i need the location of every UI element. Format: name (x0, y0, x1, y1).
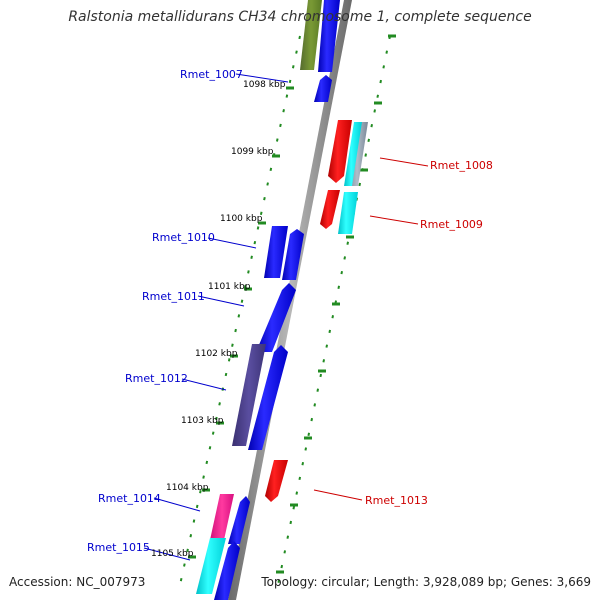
map-title: Ralstonia metallidurans CH34 chromosome … (68, 9, 532, 25)
accession-text: Accession: NC_007973 (9, 575, 146, 589)
gene-rmet-1009-red[interactable] (320, 190, 340, 229)
gene-rmet-1010-a[interactable] (264, 226, 288, 278)
gene-label-rmet-1013[interactable]: Rmet_1013 (365, 494, 428, 507)
gene-rmet-1013-red[interactable] (265, 460, 288, 502)
gene-rmet-1012-purple[interactable] (232, 344, 266, 446)
outer-ruler-right (277, 35, 391, 586)
gene-rmet-1014-pink[interactable] (210, 494, 234, 540)
kbp-ticks-left (188, 86, 294, 559)
kbp-label-1105: 1105 kbp (151, 549, 194, 559)
topology-text: Topology: circular; Length: 3,928,089 bp… (261, 575, 591, 589)
kbp-ticks-right (276, 34, 396, 574)
kbp-label-1104: 1104 kbp (166, 483, 209, 493)
gene-label-rmet-1009[interactable]: Rmet_1009 (420, 218, 483, 231)
gene-rmet-1011[interactable] (256, 283, 296, 352)
gene-label-rmet-1008[interactable]: Rmet_1008 (430, 159, 493, 172)
kbp-label-1101: 1101 kbp (208, 282, 251, 292)
gene-rmet-1012-blue[interactable] (248, 345, 288, 450)
gene-label-rmet-1015[interactable]: Rmet_1015 (87, 541, 150, 554)
kbp-label-1100: 1100 kbp (220, 214, 263, 224)
gene-rmet-1015-blue[interactable] (214, 541, 240, 600)
kbp-label-1103: 1103 kbp (181, 416, 224, 426)
gene-label-rmet-1007[interactable]: Rmet_1007 (180, 68, 243, 81)
gene-label-rmet-1012[interactable]: Rmet_1012 (125, 372, 188, 385)
gene-rmet-1015-cyan[interactable] (196, 538, 226, 594)
gene-rmet-1008-cyan[interactable] (344, 122, 362, 186)
gene-rmet-1010-b[interactable] (282, 229, 304, 280)
gene-olive-top[interactable] (300, 0, 322, 70)
gene-rmet-1008-red[interactable] (328, 120, 352, 183)
gene-rmet-1014-blue[interactable] (228, 496, 250, 544)
gene-rmet-1009-cyan[interactable] (338, 192, 358, 234)
gene-rmet-1007-block[interactable] (318, 0, 340, 72)
gene-label-rmet-1010[interactable]: Rmet_1010 (152, 231, 215, 244)
gene-label-rmet-1014[interactable]: Rmet_1014 (98, 492, 161, 505)
gene-rmet-1007-arrow[interactable] (314, 75, 332, 102)
kbp-label-1099: 1099 kbp (231, 147, 274, 157)
kbp-label-1102: 1102 kbp (195, 349, 238, 359)
gene-label-rmet-1011[interactable]: Rmet_1011 (142, 290, 205, 303)
label-connectors-forward (143, 73, 289, 561)
kbp-label-1098: 1098 kbp (243, 80, 286, 90)
label-connectors-reverse (313, 157, 429, 501)
